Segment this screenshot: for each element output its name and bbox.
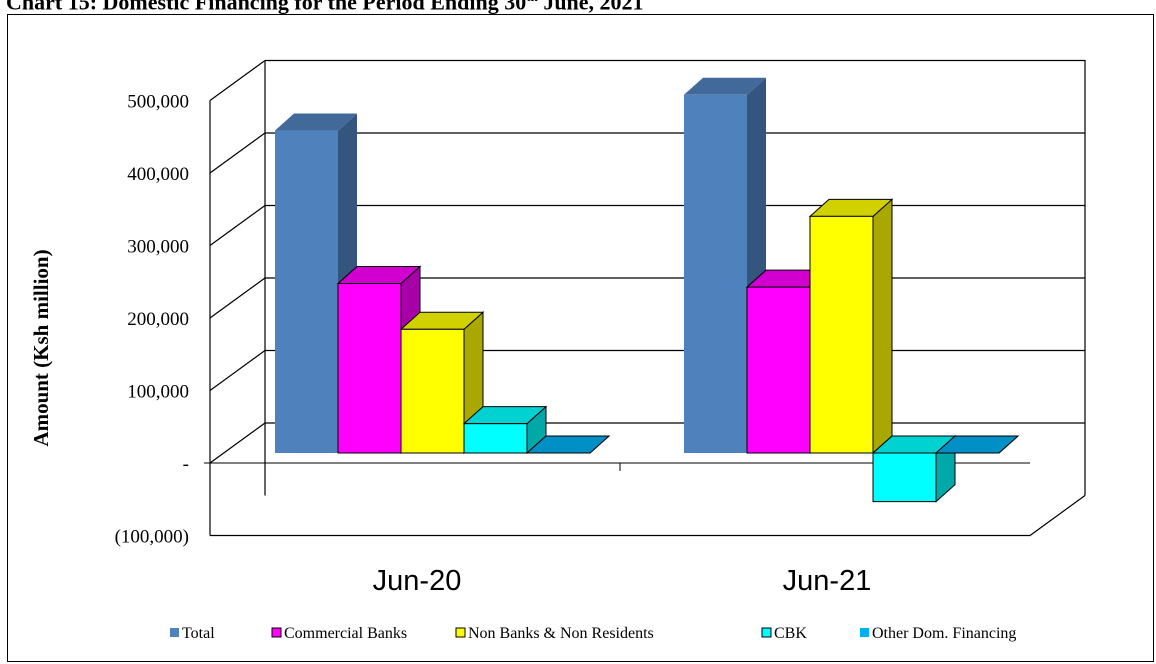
bar-front [746,286,811,454]
legend-label: Total [182,625,215,642]
bar-front [872,452,937,503]
legend-item-non-banks-non-residents: Non Banks & Non Residents [455,625,654,642]
bar-front [275,130,338,453]
legend-label: CBK [774,625,807,642]
floor-edge [210,495,1086,537]
bar-top [934,435,1020,454]
legend-swatch [761,627,772,638]
bar-top [275,113,357,131]
y-axis-label: Amount (Ksh million) [29,249,53,446]
legend-label: Other Dom. Financing [872,625,1016,642]
y-tick-label: 500,000 [127,92,189,113]
y-tick-labels: 500,000 400,000 300,000 200,000 100,000 - (100… [115,92,189,548]
x-category-labels: Jun-20 Jun-21 [373,565,872,597]
bar-front [684,94,747,453]
bar-top [525,435,611,454]
bar-non-banks-non-residents-jun-21 [808,198,894,455]
bar-non-banks-non-residents-jun-20 [399,311,485,455]
y-tick-label: 400,000 [127,164,189,185]
legend-label: Non Banks & Non Residents [468,625,654,642]
legend-swatch [170,628,179,637]
legend-item-commercial-banks: Commercial Banks [271,625,407,642]
y-tick-label: - [183,454,189,475]
bar-cbk-jun-20 [462,405,548,455]
bar-front [463,423,528,454]
y-tick-label: 300,000 [127,237,189,258]
legend: Total Commercial Banks Non Banks & Non Res… [170,625,1016,642]
y-tick-label: 200,000 [127,309,189,330]
x-category-label: Jun-21 [783,565,872,597]
chart-title-tail: June, 2021 [537,0,644,15]
bar-cbk-jun-21 [871,434,957,503]
bar-side [872,198,893,455]
x-category-label: Jun-20 [373,565,462,597]
bar-front [809,215,874,454]
bars [275,77,1020,503]
bar-other-dom-financing-jun-21 [934,435,1020,454]
chart-frame [7,14,1154,662]
chart-title: Chart 15: Domestic Financing for the Per… [6,0,644,15]
gridline-side [209,277,266,319]
y-tick-label: (100,000) [115,527,189,548]
legend-swatch [455,627,466,638]
chart-title-sup: th [526,0,538,4]
gridline-side [209,422,266,464]
legend-item-cbk: CBK [761,625,807,642]
legend-swatch [860,628,869,637]
gridline-side [209,350,266,391]
chart-title-main: Chart 15: Domestic Financing for the Per… [6,0,527,15]
gridline-side [209,132,266,174]
bar-front [337,283,402,454]
gridline-side [209,60,266,101]
bar-top [684,77,766,95]
legend-item-total: Total [170,625,215,642]
gridline-side [209,205,266,246]
legend-item-other-dom-financing: Other Dom. Financing [860,625,1016,642]
y-tick-label: 100,000 [127,382,189,403]
bar-other-dom-financing-jun-20 [525,435,611,454]
legend-label: Commercial Banks [284,625,407,642]
bar-front [400,328,465,454]
legend-swatch [271,627,282,638]
